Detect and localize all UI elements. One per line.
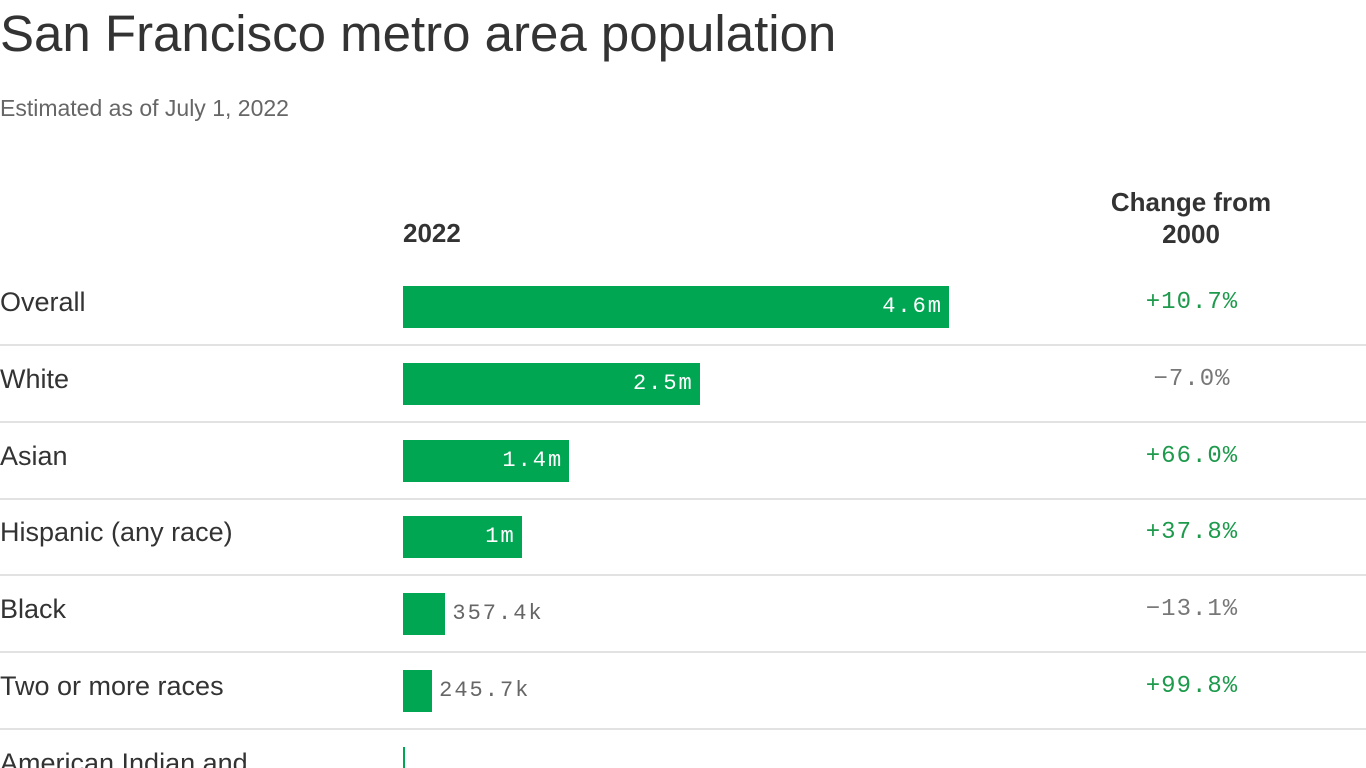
row-separator (0, 574, 1366, 577)
bar (403, 516, 522, 559)
row-label: Overall (0, 287, 86, 317)
column-header: Change from 2000 (1110, 187, 1272, 249)
bar (403, 362, 700, 405)
change-value: −13.1% (1145, 596, 1239, 624)
value-label: 2.5m (632, 370, 694, 396)
change-value: −7.0% (1153, 365, 1231, 393)
row-label: American Indian and (0, 747, 248, 768)
row-label: Black (0, 594, 67, 625)
column-header: 2022 (403, 218, 461, 248)
value-label: 4.6m (882, 294, 943, 319)
change-value: +66.0% (1145, 442, 1239, 470)
bar (403, 746, 406, 768)
row-separator (0, 497, 1366, 500)
value-label: 245.7k (439, 678, 531, 703)
row-separator (0, 728, 1366, 730)
change-value: +10.7% (1145, 289, 1239, 316)
bar (403, 670, 433, 712)
change-value: +37.8% (1145, 519, 1239, 547)
bar (403, 439, 570, 482)
value-label: 357.4k (452, 601, 544, 627)
row-separator (0, 344, 1366, 346)
chart-title: San Francisco metro area population (0, 5, 837, 62)
bar (403, 593, 446, 636)
change-value: +99.8% (1145, 673, 1239, 700)
row-label: White (0, 363, 70, 394)
value-label: 1.4m (502, 447, 564, 473)
row-separator (0, 651, 1366, 654)
row-separator (0, 420, 1366, 423)
bar (403, 286, 949, 328)
value-label: 1m (485, 524, 516, 550)
row-label: Hispanic (any race) (0, 517, 233, 548)
row-label: Two or more races (0, 671, 224, 701)
row-label: Asian (0, 440, 68, 471)
chart-subtitle: Estimated as of July 1, 2022 (0, 95, 289, 121)
